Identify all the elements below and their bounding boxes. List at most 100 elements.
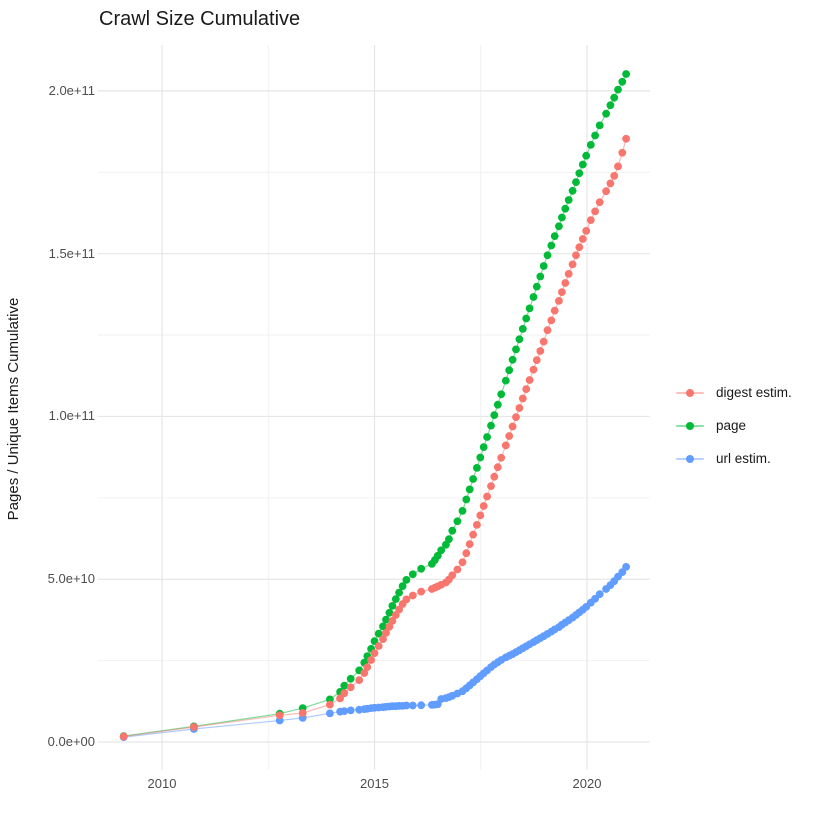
data-point bbox=[493, 400, 502, 409]
data-point bbox=[568, 260, 577, 269]
data-point bbox=[575, 169, 584, 178]
data-point bbox=[572, 251, 580, 260]
data-point bbox=[606, 101, 615, 110]
data-point bbox=[518, 394, 527, 403]
data-point bbox=[602, 109, 610, 118]
data-point bbox=[614, 85, 622, 94]
legend: digest estim. page url estim. bbox=[672, 376, 792, 475]
data-point bbox=[346, 674, 355, 683]
data-point bbox=[469, 530, 477, 539]
data-point bbox=[340, 707, 349, 715]
data-point bbox=[473, 464, 481, 472]
data-point bbox=[402, 595, 411, 604]
data-point bbox=[385, 622, 394, 631]
x-tick-label-0: 2010 bbox=[147, 776, 177, 791]
data-point bbox=[550, 306, 559, 315]
data-point bbox=[547, 316, 556, 325]
data-point bbox=[610, 93, 619, 102]
y-tick-label-2: 1.0e+11 bbox=[48, 408, 95, 424]
data-point bbox=[374, 629, 383, 638]
data-point bbox=[382, 615, 390, 624]
data-point bbox=[476, 453, 485, 462]
data-point bbox=[525, 376, 534, 384]
data-point bbox=[326, 709, 334, 718]
data-point bbox=[388, 602, 397, 610]
data-point bbox=[543, 326, 552, 335]
data-point bbox=[490, 411, 499, 419]
data-point bbox=[501, 441, 510, 450]
legend-label-digest: digest estim. bbox=[716, 385, 792, 400]
data-point bbox=[555, 297, 563, 305]
legend-label-url: url estim. bbox=[716, 451, 771, 466]
data-point bbox=[326, 700, 334, 709]
data-point bbox=[558, 213, 566, 222]
data-point bbox=[379, 635, 387, 643]
data-point bbox=[536, 272, 545, 281]
data-point bbox=[402, 576, 411, 584]
data-point bbox=[512, 413, 520, 421]
legend-key-url-icon bbox=[672, 451, 708, 467]
data-point bbox=[550, 232, 559, 241]
data-point bbox=[508, 355, 517, 364]
data-point bbox=[505, 366, 514, 375]
data-point bbox=[522, 385, 531, 393]
data-point bbox=[391, 595, 400, 603]
data-point bbox=[417, 564, 426, 573]
data-point bbox=[275, 711, 284, 720]
x-tick-label-1: 2015 bbox=[360, 776, 389, 791]
data-point bbox=[536, 347, 545, 355]
data-point bbox=[370, 649, 379, 657]
y-tick-label-0: 0.0e+00 bbox=[47, 734, 95, 749]
data-point bbox=[595, 121, 604, 130]
data-point bbox=[561, 204, 570, 213]
data-point bbox=[402, 701, 411, 710]
y-axis-title: Pages / Unique Items Cumulative bbox=[5, 297, 22, 521]
legend-key-page-icon bbox=[672, 418, 708, 434]
data-point bbox=[469, 475, 477, 483]
data-point bbox=[618, 148, 627, 157]
data-point bbox=[539, 337, 548, 346]
data-point bbox=[479, 443, 488, 451]
data-point bbox=[505, 432, 514, 440]
data-point bbox=[417, 587, 426, 596]
series-digest-estim- bbox=[119, 134, 630, 741]
y-tick-label-1: 5.0e+10 bbox=[47, 571, 95, 587]
data-point bbox=[473, 521, 481, 529]
data-point bbox=[610, 172, 619, 180]
series-url-estim- bbox=[119, 563, 630, 741]
data-point bbox=[614, 162, 622, 171]
data-point bbox=[529, 365, 538, 374]
data-point bbox=[497, 453, 506, 462]
data-point bbox=[532, 282, 541, 291]
data-point bbox=[298, 709, 307, 717]
data-point bbox=[622, 563, 630, 571]
data-point bbox=[374, 642, 383, 650]
data-point bbox=[346, 683, 355, 692]
legend-label-page: page bbox=[716, 418, 747, 433]
data-point bbox=[493, 463, 502, 472]
x-tick-label-2: 2020 bbox=[572, 776, 602, 791]
legend-key-digest-icon bbox=[672, 385, 708, 401]
data-point bbox=[501, 376, 510, 385]
legend-item-page: page bbox=[672, 409, 792, 442]
series-page bbox=[119, 70, 630, 740]
data-point bbox=[336, 694, 344, 703]
data-point bbox=[606, 179, 615, 188]
data-point bbox=[582, 151, 591, 160]
data-point bbox=[379, 622, 387, 631]
data-point bbox=[340, 689, 349, 698]
data-point bbox=[408, 570, 417, 579]
data-point bbox=[479, 502, 488, 510]
data-point bbox=[572, 178, 580, 187]
data-point bbox=[618, 77, 627, 86]
y-tick-label-4: 2.0e+11 bbox=[48, 82, 95, 98]
data-point bbox=[355, 676, 364, 684]
data-point bbox=[522, 314, 531, 323]
legend-item-url-estim: url estim. bbox=[672, 442, 792, 475]
data-point bbox=[119, 732, 128, 741]
y-tick-label-3: 1.5e+11 bbox=[48, 245, 95, 261]
data-point bbox=[564, 270, 573, 278]
data-point bbox=[561, 279, 570, 287]
